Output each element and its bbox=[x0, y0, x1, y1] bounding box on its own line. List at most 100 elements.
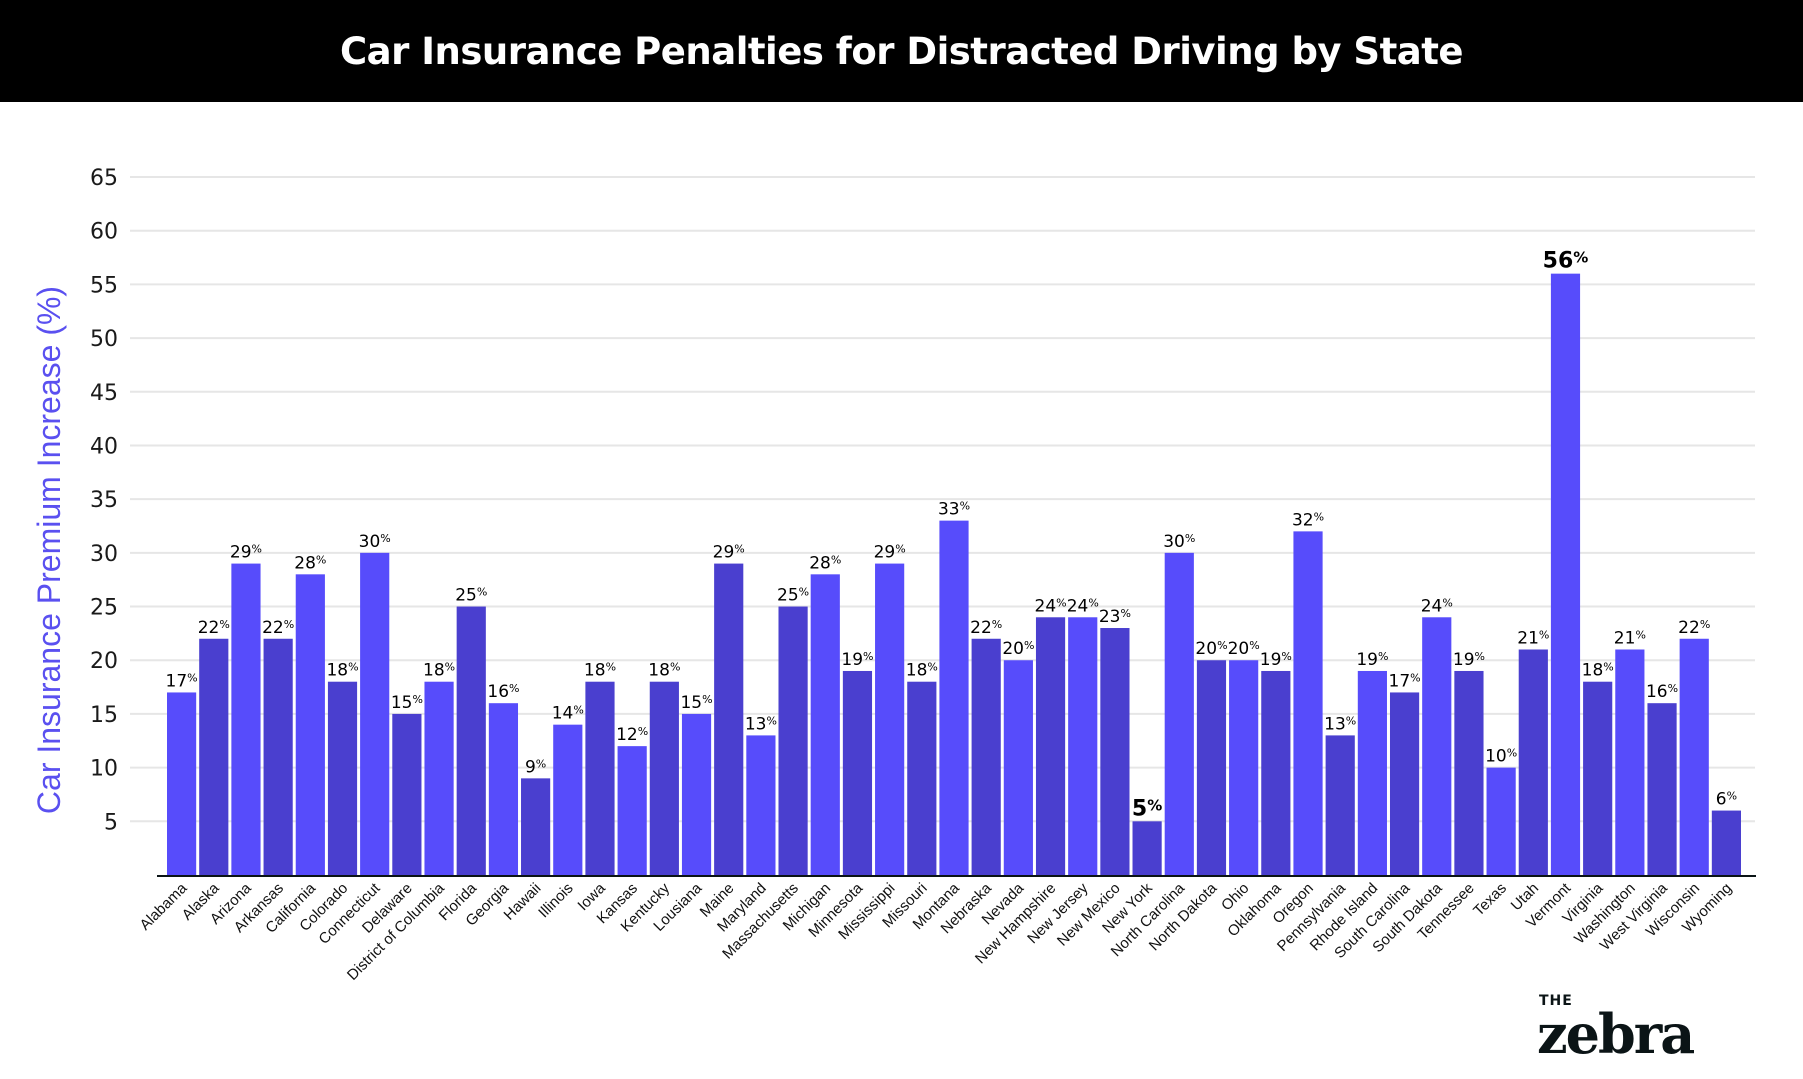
bar-west-virginia bbox=[1647, 703, 1677, 875]
data-label: 28% bbox=[294, 553, 326, 573]
data-label: 15% bbox=[680, 693, 712, 713]
bar-michigan bbox=[810, 574, 840, 875]
data-label: 18% bbox=[1582, 661, 1614, 681]
y-tick-label: 25 bbox=[90, 596, 118, 621]
bar-mississippi bbox=[875, 563, 905, 875]
data-label: 15% bbox=[391, 693, 423, 713]
bar-pennsylvania bbox=[1325, 735, 1355, 875]
data-label: 22% bbox=[262, 618, 294, 638]
y-tick-label: 30 bbox=[90, 542, 118, 567]
data-label: 13% bbox=[745, 714, 777, 734]
data-label: 24% bbox=[1067, 596, 1099, 616]
data-label: 19% bbox=[1356, 650, 1388, 670]
logo-the: THE bbox=[1539, 993, 1573, 1009]
bar-wisconsin bbox=[1679, 638, 1709, 875]
bar-georgia bbox=[488, 703, 519, 875]
data-label: 10% bbox=[1485, 747, 1517, 767]
bar-florida bbox=[456, 606, 486, 875]
data-label: 20% bbox=[1228, 639, 1260, 659]
bar-connecticut bbox=[360, 552, 390, 875]
y-tick-label: 20 bbox=[90, 649, 118, 674]
data-label: 22% bbox=[198, 618, 230, 638]
bar-maryland bbox=[746, 735, 776, 875]
data-label: 16% bbox=[487, 682, 519, 702]
y-tick-label: 15 bbox=[90, 703, 118, 728]
bar-south-dakota bbox=[1422, 617, 1452, 875]
data-label: 25% bbox=[455, 586, 487, 606]
bar-north-carolina bbox=[1164, 552, 1194, 875]
data-label: 23% bbox=[1099, 607, 1131, 627]
bar-washington bbox=[1615, 649, 1645, 875]
y-tick-label: 65 bbox=[90, 166, 118, 191]
data-label: 24% bbox=[1421, 596, 1453, 616]
bar-montana bbox=[939, 520, 969, 875]
data-label: 13% bbox=[1324, 714, 1356, 734]
data-labels: 17%22%29%22%28%18%30%15%18%25%16%9%14%18… bbox=[166, 249, 1738, 822]
data-label: 20% bbox=[1002, 639, 1034, 659]
x-axis-ticks: AlabamaAlaskaArizonaArkansasCaliforniaCo… bbox=[137, 879, 1736, 984]
y-tick-label: 45 bbox=[90, 381, 118, 406]
data-label: 32% bbox=[1292, 510, 1324, 530]
bar-nevada bbox=[1003, 660, 1033, 875]
bar-arkansas bbox=[263, 638, 293, 875]
bar-hawaii bbox=[521, 778, 551, 875]
bars bbox=[167, 273, 1741, 876]
y-axis-label: Car Insurance Premium Increase (%) bbox=[31, 286, 67, 814]
bar-missouri bbox=[907, 681, 937, 875]
bar-new-jersey bbox=[1068, 617, 1098, 875]
y-tick-label: 5 bbox=[104, 810, 118, 835]
bar-oklahoma bbox=[1261, 670, 1291, 875]
bar-maine bbox=[714, 563, 744, 875]
data-label: 24% bbox=[1035, 596, 1067, 616]
data-label: 33% bbox=[938, 500, 970, 520]
bar-new-york bbox=[1132, 821, 1162, 875]
bar-oregon bbox=[1293, 531, 1323, 875]
data-label: 14% bbox=[552, 704, 584, 724]
logo-zebra: zebra bbox=[1537, 1002, 1695, 1066]
data-label: 18% bbox=[326, 661, 358, 681]
bar-kentucky bbox=[649, 681, 679, 875]
bar-alabama bbox=[167, 692, 197, 875]
data-label: 28% bbox=[809, 553, 841, 573]
y-tick-label: 35 bbox=[90, 488, 118, 513]
bar-tennessee bbox=[1454, 670, 1484, 875]
data-label: 19% bbox=[1260, 650, 1292, 670]
data-label: 21% bbox=[1517, 628, 1549, 648]
data-label: 19% bbox=[841, 650, 873, 670]
bar-utah bbox=[1518, 649, 1548, 875]
bar-new-mexico bbox=[1100, 628, 1130, 875]
x-tick-label: Illinois bbox=[535, 880, 576, 921]
bar-wyoming bbox=[1711, 810, 1741, 875]
bar-ohio bbox=[1229, 660, 1259, 875]
bar-chart: 5 10 15 20 25 30 35 40 45 50 55 60 65 17% 22% 29% 22% 28… bbox=[31, 166, 1756, 984]
bar-iowa bbox=[585, 681, 615, 875]
bar-minnesota bbox=[842, 670, 873, 875]
data-label: 21% bbox=[1614, 628, 1646, 648]
y-axis-ticks: 5 10 15 20 25 30 35 40 45 50 55 60 65 bbox=[90, 166, 118, 835]
bar-north-dakota bbox=[1196, 660, 1227, 875]
data-label: 18% bbox=[423, 661, 455, 681]
data-label: 22% bbox=[970, 618, 1002, 638]
data-label: 16% bbox=[1646, 682, 1678, 702]
data-label: 29% bbox=[230, 543, 262, 563]
data-label: 22% bbox=[1678, 618, 1710, 638]
y-tick-label: 40 bbox=[90, 434, 118, 459]
data-label: 29% bbox=[874, 543, 906, 563]
data-label: 17% bbox=[166, 671, 198, 691]
data-label: 18% bbox=[584, 661, 616, 681]
data-label: 17% bbox=[1389, 671, 1421, 691]
y-tick-label: 10 bbox=[90, 757, 118, 782]
bar-arizona bbox=[231, 563, 261, 875]
bar-district-of-columbia bbox=[424, 681, 454, 875]
bar-new-hampshire bbox=[1035, 617, 1066, 875]
data-label: 29% bbox=[713, 543, 745, 563]
y-tick-label: 55 bbox=[90, 273, 118, 298]
data-label: 19% bbox=[1453, 650, 1485, 670]
data-label: 20% bbox=[1195, 639, 1227, 659]
y-tick-label: 50 bbox=[90, 327, 118, 352]
x-tick-label: Hawaii bbox=[501, 880, 545, 924]
bar-kansas bbox=[617, 746, 647, 875]
bar-texas bbox=[1486, 767, 1516, 875]
data-label: 5% bbox=[1132, 796, 1162, 821]
data-label: 6% bbox=[1716, 790, 1737, 810]
